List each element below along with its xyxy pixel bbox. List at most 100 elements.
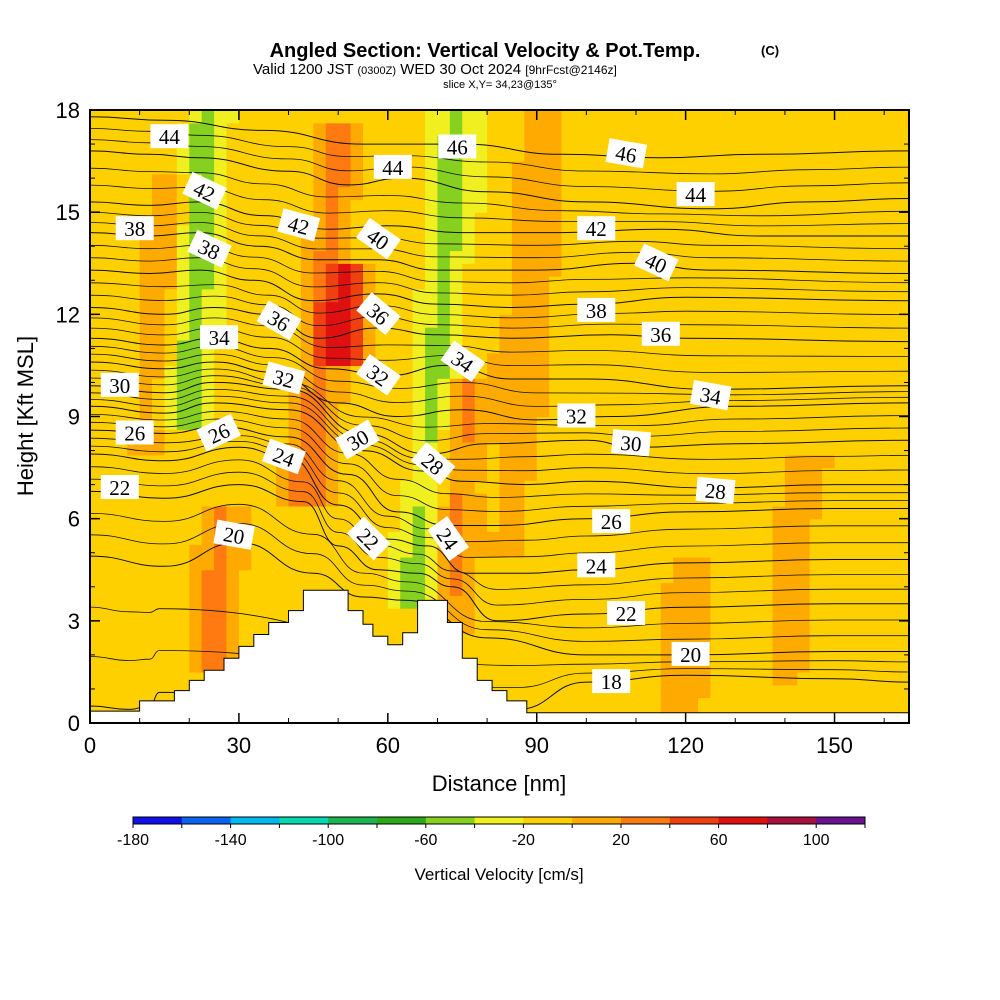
velocity-cell: [176, 454, 190, 469]
velocity-cell: [735, 633, 749, 647]
velocity-cell: [549, 633, 563, 647]
velocity-cell: [201, 608, 215, 622]
velocity-cell: [598, 646, 612, 660]
velocity-cell: [251, 173, 265, 188]
velocity-cell: [660, 633, 674, 647]
velocity-cell: [772, 301, 786, 315]
velocity-cell: [474, 608, 488, 622]
velocity-cell: [549, 339, 563, 354]
velocity-cell: [350, 378, 364, 392]
velocity-cell: [164, 250, 178, 264]
velocity-cell: [90, 314, 104, 328]
velocity-cell: [313, 161, 327, 175]
velocity-cell: [660, 697, 674, 711]
velocity-cell: [660, 595, 674, 609]
velocity-cell: [524, 352, 538, 367]
velocity-cell: [499, 556, 513, 571]
velocity-cell: [276, 429, 290, 443]
velocity-cell: [251, 135, 265, 149]
velocity-cell: [809, 595, 823, 609]
velocity-cell: [673, 531, 687, 545]
velocity-cell: [511, 212, 525, 226]
velocity-cell: [598, 467, 612, 481]
velocity-cell: [685, 314, 699, 328]
velocity-cell: [884, 263, 898, 277]
velocity-cell: [797, 122, 811, 137]
velocity-cell: [809, 416, 823, 430]
velocity-cell: [611, 582, 625, 596]
isentrope-minor: [90, 139, 909, 192]
velocity-cell: [648, 110, 662, 124]
velocity-cell: [809, 429, 823, 443]
velocity-cell: [90, 390, 104, 405]
velocity-cell: [387, 505, 401, 520]
velocity-cell: [511, 378, 525, 392]
velocity-cell: [623, 301, 637, 315]
velocity-cell: [673, 237, 687, 252]
velocity-cell: [685, 416, 699, 430]
velocity-cell: [139, 237, 153, 252]
velocity-cell: [487, 339, 501, 354]
velocity-cell: [636, 352, 650, 367]
velocity-cell: [673, 301, 687, 315]
slice-label: slice X,Y= 34,23@135°: [443, 79, 557, 91]
velocity-cell: [375, 518, 389, 533]
velocity-cell: [102, 671, 116, 686]
velocity-cell: [524, 416, 538, 430]
velocity-cell: [784, 518, 798, 533]
velocity-cell: [611, 110, 625, 124]
velocity-cell: [561, 518, 575, 533]
velocity-cell: [164, 301, 178, 315]
velocity-cell: [313, 148, 327, 162]
velocity-cell: [536, 659, 550, 673]
velocity-cell: [139, 518, 153, 533]
velocity-cell: [300, 288, 314, 303]
velocity-cell: [176, 224, 190, 239]
velocity-cell: [722, 250, 736, 264]
velocity-cell: [238, 237, 252, 252]
velocity-cell: [698, 556, 712, 571]
velocity-cell: [127, 608, 141, 622]
velocity-cell: [238, 173, 252, 188]
velocity-cell: [598, 403, 612, 418]
velocity-cell: [859, 186, 873, 200]
velocity-cell: [238, 493, 252, 507]
velocity-cell: [338, 339, 352, 354]
velocity-cell: [226, 110, 240, 124]
velocity-cell: [350, 467, 364, 481]
velocity-cell: [834, 288, 848, 303]
velocity-cell: [114, 518, 128, 533]
velocity-cell: [499, 403, 513, 418]
velocity-cell: [387, 531, 401, 545]
velocity-cell: [90, 671, 104, 686]
velocity-cell: [598, 390, 612, 405]
velocity-cell: [561, 390, 575, 405]
velocity-cell: [822, 531, 836, 545]
velocity-cell: [412, 301, 426, 315]
velocity-cell: [772, 148, 786, 162]
velocity-cell: [499, 173, 513, 188]
velocity-cell: [189, 352, 203, 367]
velocity-cell: [673, 288, 687, 303]
velocity-cell: [127, 595, 141, 609]
velocity-cell: [846, 544, 860, 558]
velocity-cell: [896, 646, 909, 660]
velocity-cell: [859, 646, 873, 660]
velocity-cell: [102, 199, 116, 213]
velocity-cell: [636, 288, 650, 303]
velocity-cell: [623, 480, 637, 494]
velocity-cell: [747, 110, 761, 124]
velocity-cell: [784, 173, 798, 188]
velocity-cell: [598, 186, 612, 200]
velocity-cell: [462, 301, 476, 315]
velocity-cell: [846, 301, 860, 315]
velocity-cell: [189, 442, 203, 456]
velocity-cell: [487, 454, 501, 469]
velocity-cell: [524, 122, 538, 137]
velocity-cell: [809, 276, 823, 290]
velocity-cell: [487, 569, 501, 584]
velocity-cell: [660, 467, 674, 481]
velocity-cell: [214, 493, 228, 507]
velocity-cell: [784, 442, 798, 456]
velocity-cell: [561, 531, 575, 545]
